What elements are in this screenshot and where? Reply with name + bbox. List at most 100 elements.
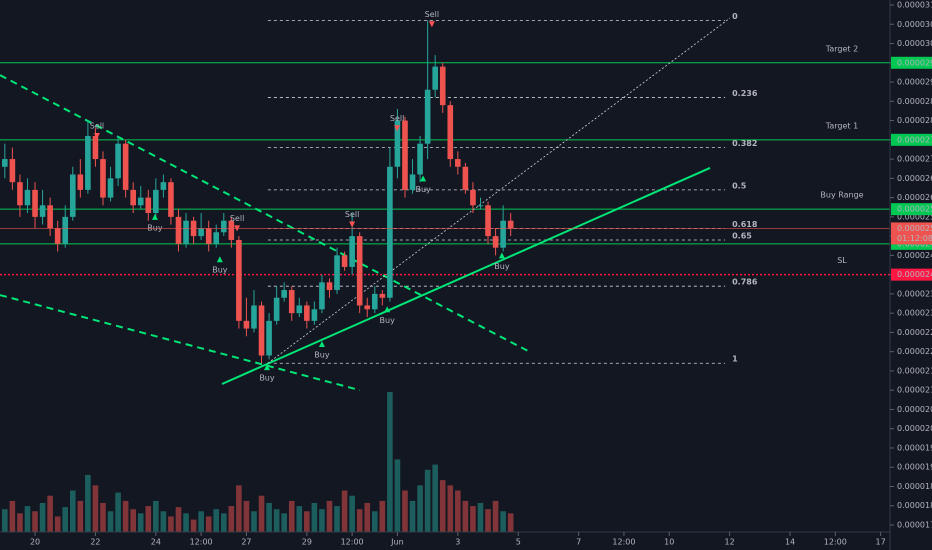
volume-bar <box>371 511 378 532</box>
countdown: 01:12:08 <box>897 234 932 243</box>
volume-bar <box>409 500 416 532</box>
candle-body <box>477 205 484 207</box>
y-tick-label: 0.0000180 <box>897 501 932 510</box>
candle-body <box>115 143 121 179</box>
fib-ratio: 1 <box>732 355 738 364</box>
volume-bar <box>145 506 152 532</box>
volume-bar <box>2 509 8 532</box>
x-tick-label: 12:00 <box>341 538 364 547</box>
volume-bar <box>228 506 235 532</box>
y-tick-label: 0.0000205 <box>897 405 932 414</box>
y-tick-label: 0.0000265 <box>897 174 932 183</box>
x-tick-label: 27 <box>241 538 251 547</box>
volume-bar <box>62 507 69 532</box>
axis-layer: 0.0000175 0.0000180 0.0000185 0.0000190 0.00… <box>30 1 932 547</box>
x-tick-label: 29 <box>302 538 312 547</box>
level-tag <box>891 203 932 216</box>
volume-bar <box>477 502 484 532</box>
volume-bar <box>296 506 303 532</box>
y-tick-label: 0.0000260 <box>897 193 932 202</box>
level-tag <box>891 56 932 69</box>
candle-body <box>500 220 506 248</box>
candle-body <box>243 320 250 329</box>
signal-label: Buy <box>147 223 163 232</box>
y-tick-label: 0.0000300 <box>897 39 932 48</box>
volume-bar <box>198 511 204 532</box>
candle-body <box>77 174 84 190</box>
candle-body <box>168 182 174 217</box>
volume-bar <box>266 502 272 532</box>
y-tick-label: 0.0000215 <box>897 366 932 375</box>
x-tick-label: 12:00 <box>612 538 635 547</box>
y-tick-label: 0.0000190 <box>897 463 932 472</box>
volume-bar <box>183 513 189 532</box>
volume-bar <box>17 513 23 532</box>
y-tick-label: 0.0000255 <box>897 212 932 221</box>
x-tick-label: 20 <box>30 538 40 547</box>
volume-bar <box>122 500 129 532</box>
y-tick-label: 0.0000200 <box>897 424 932 433</box>
signal-marker <box>349 221 356 228</box>
volume-bar <box>69 490 76 532</box>
x-tick-label: 5 <box>516 538 521 547</box>
candle-body <box>100 159 106 198</box>
candle-body <box>341 255 348 267</box>
signal-label: Sell <box>230 214 244 223</box>
candle-body <box>334 255 340 291</box>
y-tick-label: 0.0000305 <box>897 20 932 29</box>
signal-label: Buy <box>494 262 510 271</box>
fib-ratio: 0.382 <box>732 139 757 148</box>
candle-body <box>145 197 152 213</box>
volume-bar <box>304 511 310 532</box>
volume-bar <box>85 474 91 532</box>
volume-bar <box>153 500 159 532</box>
signal-marker <box>428 21 435 28</box>
y-tick-label: 0.0000290 <box>897 78 932 87</box>
candle-body <box>364 305 371 310</box>
volume-bar <box>47 495 53 532</box>
candle-body <box>228 220 235 240</box>
candle-body <box>266 320 272 356</box>
y-tick-label: 0.0000185 <box>897 482 932 491</box>
volume-bar <box>500 511 506 532</box>
volume-bar <box>213 509 220 532</box>
volume-bar <box>54 516 61 532</box>
level-name: SL <box>837 256 847 265</box>
volume-bar <box>236 485 242 532</box>
candle-body <box>507 220 514 229</box>
level-name: Buy Range <box>820 191 863 200</box>
volume-bar <box>447 485 454 532</box>
volume-bar <box>205 516 212 532</box>
signal-label: Buy <box>415 185 431 194</box>
volume-bar <box>439 480 446 532</box>
candle-body <box>54 228 61 244</box>
candle-body <box>122 143 129 190</box>
volume-bar <box>190 519 197 532</box>
volume-bar <box>24 506 31 532</box>
y-tick-label: 0.0000225 <box>897 328 932 337</box>
volume-bar <box>364 502 371 532</box>
x-tick-label: 7 <box>576 538 581 547</box>
candle-body <box>379 293 386 298</box>
volume-bar <box>9 500 16 532</box>
volume-bar <box>424 469 431 532</box>
volume-bar <box>394 459 401 532</box>
trend-line <box>0 294 361 392</box>
signal-label: Sell <box>90 121 104 130</box>
signal-marker <box>151 213 158 220</box>
volume-bar <box>470 506 476 532</box>
y-tick-label: 0.0000245 <box>897 251 932 260</box>
signal-label: Buy <box>212 266 228 275</box>
volume-bar <box>417 485 423 532</box>
candle-body <box>130 189 136 206</box>
candle-body <box>47 205 53 229</box>
candle-body <box>153 189 159 213</box>
volume-bar <box>288 500 295 532</box>
y-tick-label: 0.0000285 <box>897 97 932 106</box>
candle-body <box>258 305 265 356</box>
volume-bar <box>387 392 393 532</box>
candle-body <box>62 216 69 244</box>
candle-body <box>447 105 454 160</box>
level-tag-label: 0.0000275 <box>897 135 932 144</box>
candle-body <box>304 305 310 321</box>
